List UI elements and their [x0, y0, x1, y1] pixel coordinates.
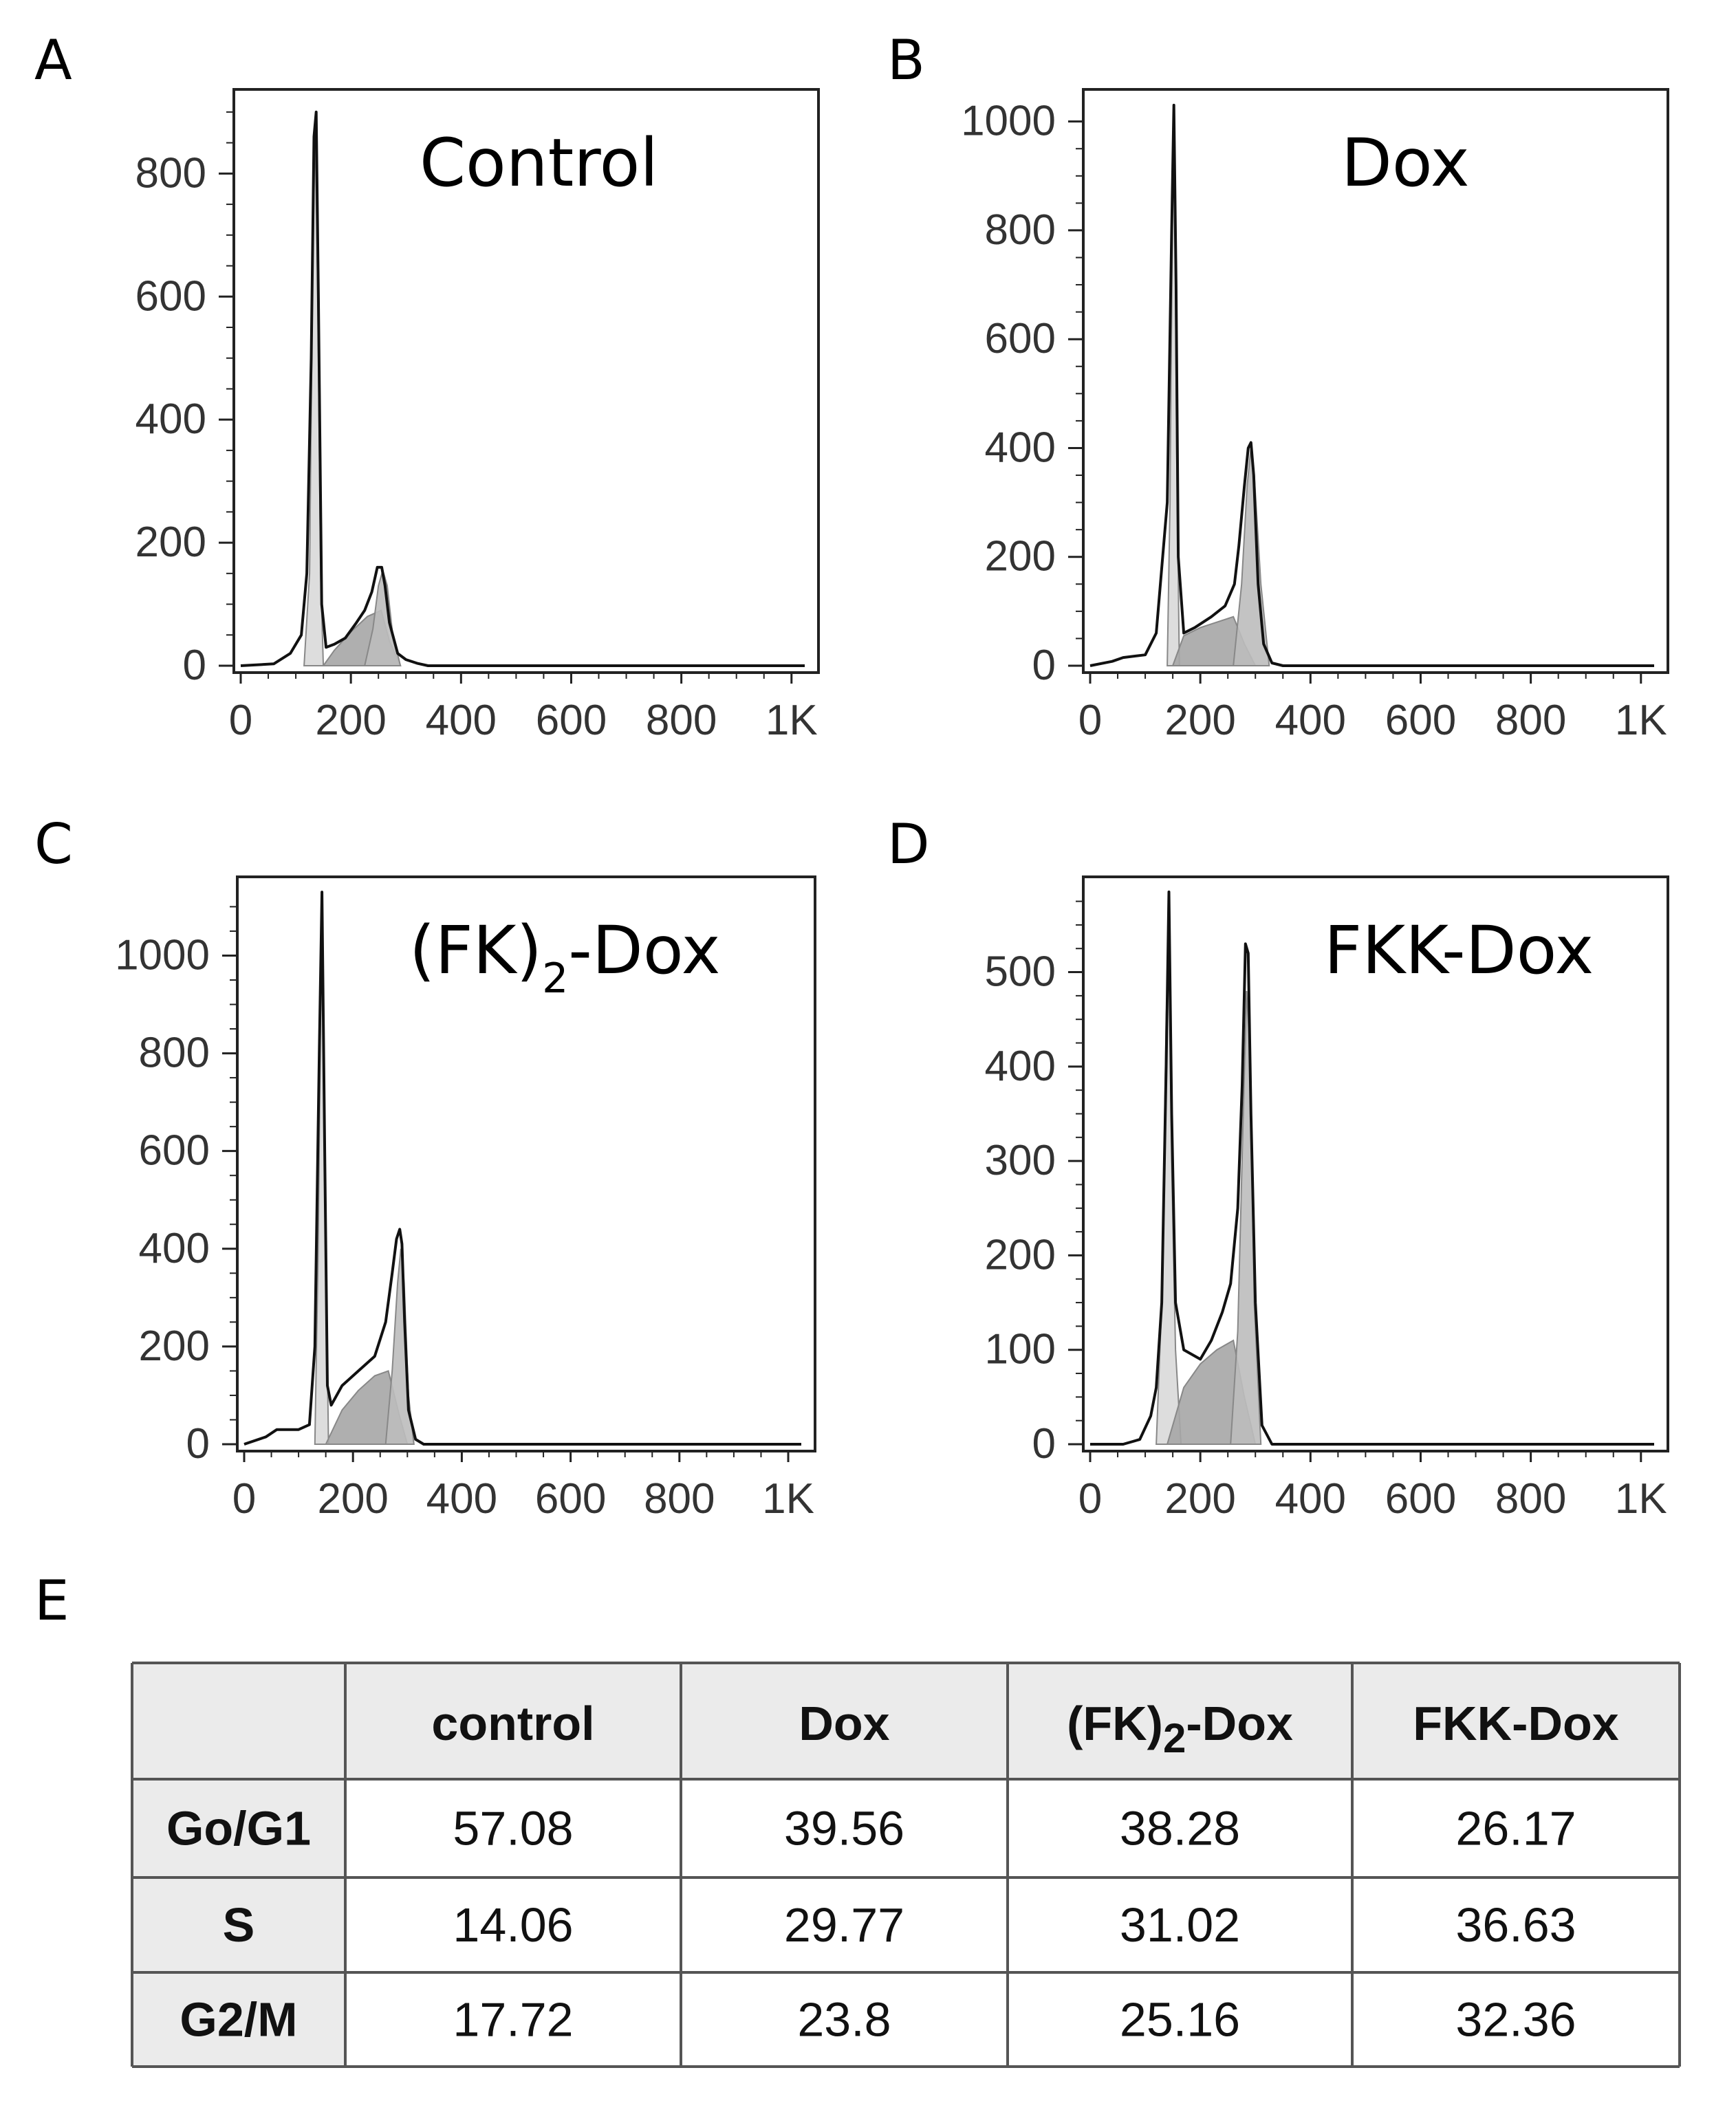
panel-b-y-tick-label: 600 — [985, 315, 1056, 362]
panel-c-histogram-line — [243, 891, 801, 1446]
table-row-label-band — [132, 1779, 345, 2067]
panel-d-letter: D — [887, 812, 930, 876]
panel-d-x-tick-label: 1K — [1615, 1475, 1667, 1523]
panel-b-x-tick-label: 0 — [1078, 697, 1102, 744]
panel-d-y-tick-label: 300 — [985, 1137, 1056, 1184]
table-header-cell: FKK-Dox — [1413, 1697, 1618, 1750]
panel-d-x-tick-label: 600 — [1385, 1475, 1456, 1523]
panel-d-plot-frame — [1082, 875, 1669, 1452]
panel-b-y-tick-label: 1000 — [961, 98, 1056, 145]
panel-c-y-tick-label: 0 — [186, 1420, 210, 1468]
panel-c-x-tick-label: 400 — [426, 1475, 497, 1523]
panel-b-y-tick-label: 0 — [1032, 642, 1056, 689]
panel-c-y-tick-label: 600 — [139, 1127, 210, 1175]
panel-d-y-tick-label: 200 — [985, 1231, 1056, 1278]
panel-d-x-tick-label: 0 — [1078, 1475, 1102, 1523]
panel-c-y-tick-label: 1000 — [115, 931, 210, 979]
panel-b-letter: B — [887, 28, 925, 92]
panel-d-histogram-line — [1090, 890, 1654, 1446]
panel-b-y-tick-label: 800 — [985, 206, 1056, 254]
panel-d-x-tick-label: 200 — [1164, 1475, 1235, 1523]
table-cell: 23.8 — [797, 1993, 891, 2047]
table-cell: 14.06 — [453, 1898, 573, 1952]
panel-b-x-tick-label: 200 — [1164, 697, 1235, 744]
panel-c-letter: C — [34, 812, 73, 876]
panel-a-x-tick-label: 200 — [315, 697, 386, 744]
table-cell: 39.56 — [784, 1802, 904, 1855]
table-cell: 29.77 — [784, 1898, 904, 1952]
table-cell: 57.08 — [453, 1802, 573, 1855]
panel-a-x-tick-label: 400 — [426, 697, 497, 744]
panel-c-x-tick-label: 1K — [762, 1475, 814, 1523]
table-cell: 31.02 — [1120, 1898, 1240, 1952]
table-header-suffix: -Dox — [1186, 1697, 1293, 1750]
panel-c-y-tick-label: 400 — [139, 1225, 210, 1272]
table-cell: 32.36 — [1455, 1993, 1576, 2047]
chart-panel-a: A 0 200 400 600 800 1K 0 200 400 600 800 Control — [34, 28, 820, 744]
panel-c-x-tick-label: 0 — [232, 1475, 256, 1523]
panel-c-x-tick-label: 200 — [317, 1475, 388, 1523]
table-header-subscript: 2 — [1163, 1715, 1186, 1761]
panel-a-y-tick-label: 800 — [135, 149, 206, 197]
panel-d-title: FKK-Dox — [1324, 912, 1594, 989]
table-cell: 26.17 — [1455, 1802, 1576, 1855]
panel-b-y-tick-label: 200 — [985, 533, 1056, 580]
panel-b-x-tick-label: 800 — [1495, 697, 1566, 744]
panel-b-title: Dox — [1341, 124, 1470, 202]
panel-a-x-tick-label: 1K — [766, 697, 818, 744]
panel-e-letter: E — [34, 1569, 69, 1633]
panel-d-x-tick-label: 400 — [1275, 1475, 1346, 1523]
table-cell: 17.72 — [453, 1993, 573, 2047]
panel-a-letter: A — [34, 28, 72, 92]
panel-c-x-tick-label: 800 — [644, 1475, 715, 1523]
table-row-label: Go/G1 — [166, 1802, 311, 1855]
panel-a-y-tick-label: 400 — [135, 395, 206, 443]
panel-c-y-tick-label: 800 — [139, 1030, 210, 1077]
panel-b-histogram-line — [1089, 103, 1654, 667]
panel-a-title: Control — [420, 124, 658, 202]
panel-c-plot-frame — [236, 875, 816, 1452]
panel-c-y-tick-label: 200 — [139, 1322, 210, 1370]
panel-a-y-tick-label: 0 — [183, 642, 206, 689]
chart-panel-b: B 0 200 400 600 800 1K 0 200 400 600 800 1000 Dox — [887, 28, 1669, 744]
panel-d-y-tick-label: 500 — [985, 948, 1056, 996]
panel-c-title-suffix: -Dox — [568, 912, 720, 989]
table-header-cell: control — [431, 1697, 594, 1750]
panel-a-y-tick-label: 200 — [135, 519, 206, 566]
panel-a-y-tick-label: 600 — [135, 272, 206, 320]
table-row-label: S — [223, 1898, 255, 1952]
panel-a-x-tick-label: 800 — [646, 697, 717, 744]
panel-a-histogram-line — [240, 110, 805, 667]
panel-d-y-tick-label: 0 — [1032, 1420, 1056, 1468]
panel-a-x-tick-label: 600 — [536, 697, 607, 744]
panel-d-x-tick-label: 800 — [1495, 1475, 1566, 1523]
table-cell: 25.16 — [1120, 1993, 1240, 2047]
panel-c-x-tick-label: 600 — [535, 1475, 606, 1523]
table-header-cell: Dox — [799, 1697, 889, 1750]
table-row-label: G2/M — [180, 1993, 297, 2047]
panel-b-x-tick-label: 1K — [1615, 697, 1667, 744]
panel-b-x-tick-label: 400 — [1275, 697, 1346, 744]
panel-d-y-tick-label: 100 — [985, 1326, 1056, 1373]
table-cell: 38.28 — [1120, 1802, 1240, 1855]
panel-c-title-subscript: 2 — [542, 955, 568, 1003]
panel-a-plot-frame — [232, 88, 820, 674]
chart-panel-d: D 0 200 400 600 800 1K 0 100 200 300 400 500 FKK-Dox — [887, 812, 1669, 1523]
table-cell: 36.63 — [1455, 1898, 1576, 1952]
table-header-band — [132, 1663, 1680, 1779]
panel-d-y-tick-label: 400 — [985, 1043, 1056, 1090]
panel-b-x-tick-label: 600 — [1385, 697, 1456, 744]
panel-b-y-tick-label: 400 — [985, 424, 1056, 471]
panel-a-x-tick-label: 0 — [229, 697, 252, 744]
